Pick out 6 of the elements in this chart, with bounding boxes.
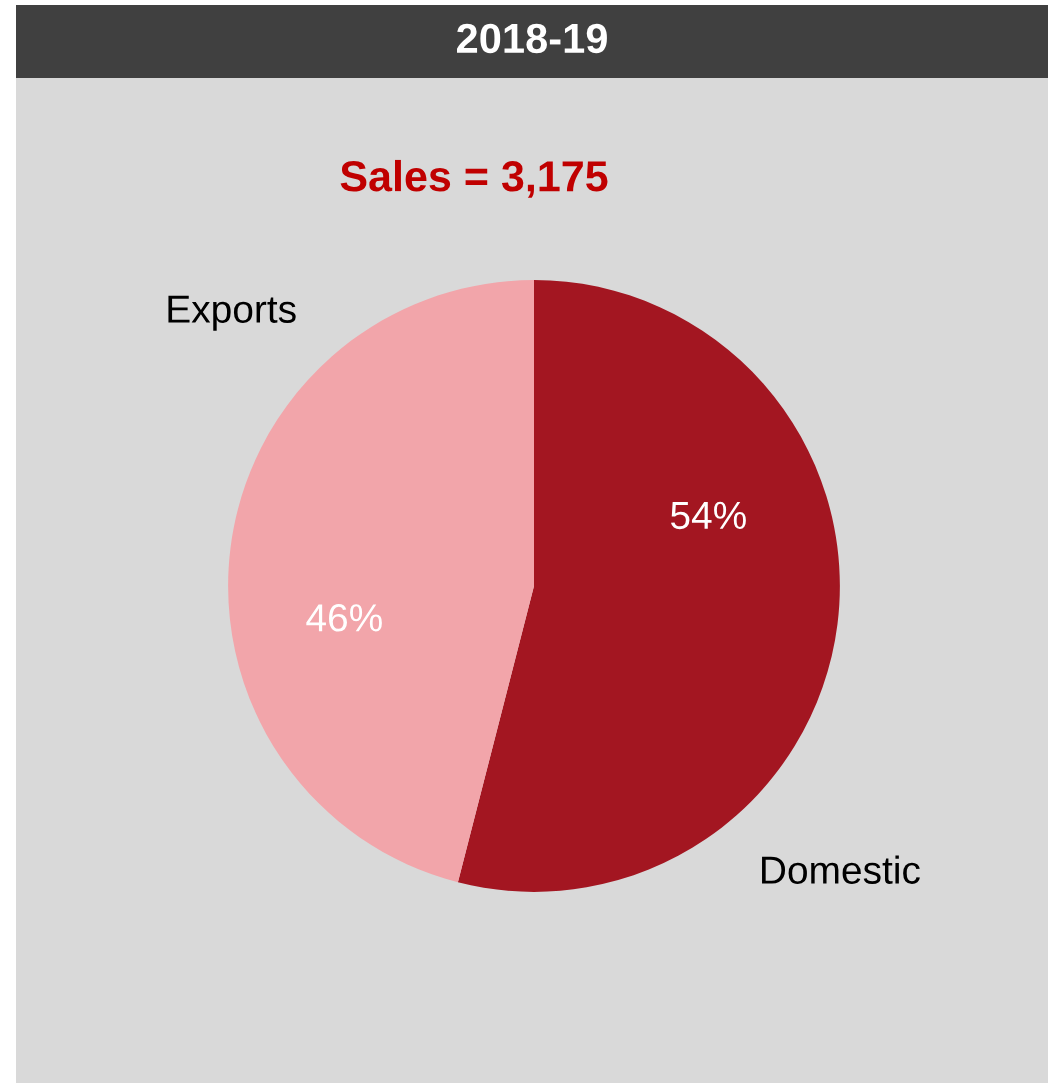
- chart-subtitle: Sales = 3,175: [340, 159, 608, 198]
- chart-title: 2018-19: [457, 23, 607, 54]
- slice-label: Exports: [168, 295, 296, 331]
- slice-label: Domestic: [762, 855, 920, 884]
- data-label: 46%: [306, 604, 382, 632]
- data-label: 54%: [670, 501, 746, 530]
